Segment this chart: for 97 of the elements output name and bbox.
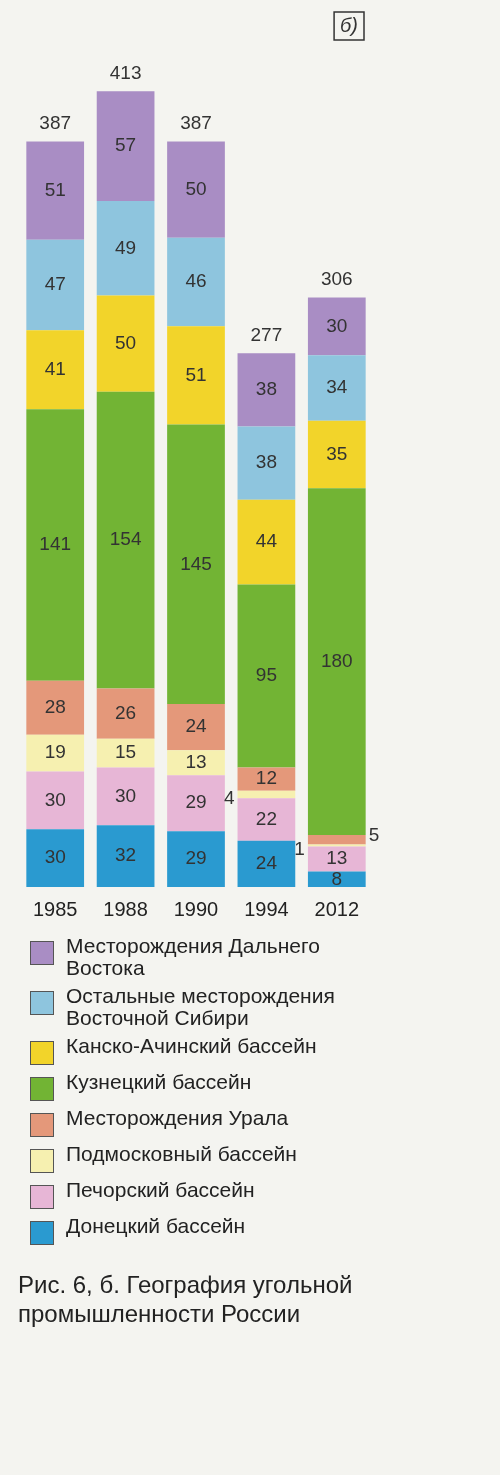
data-label: 12 xyxy=(255,767,277,789)
data-label: 26 xyxy=(115,701,137,723)
legend-label: Месторождения Дальнего Востока xyxy=(66,934,321,980)
data-label: 154 xyxy=(109,528,142,550)
bar xyxy=(26,409,85,681)
data-label: 38 xyxy=(255,451,277,473)
bar xyxy=(26,734,85,772)
legend-label: Подмосковный бассейн xyxy=(66,1142,297,1166)
data-label: 30 xyxy=(326,314,348,336)
bar xyxy=(307,420,366,489)
data-label: 4 xyxy=(223,786,235,808)
data-label: 35 xyxy=(326,442,348,464)
data-label: 30 xyxy=(44,788,66,810)
data-label: 32 xyxy=(115,844,137,866)
total-label: 387 xyxy=(180,111,212,133)
data-label: 51 xyxy=(185,363,207,385)
bar xyxy=(307,834,366,845)
data-label: 13 xyxy=(326,847,348,869)
bar xyxy=(96,295,155,392)
data-label: 49 xyxy=(115,236,137,258)
bar xyxy=(26,771,85,830)
bar xyxy=(237,584,296,768)
bar xyxy=(167,831,225,887)
data-label: 47 xyxy=(44,273,66,295)
bar xyxy=(237,426,296,500)
bar xyxy=(237,840,296,887)
data-label: 15 xyxy=(115,741,137,763)
data-label: 24 xyxy=(185,715,207,737)
bar xyxy=(307,355,366,421)
text: б) xyxy=(340,13,358,36)
bar xyxy=(237,790,296,799)
data-label: 8 xyxy=(331,867,343,889)
data-label: 50 xyxy=(185,177,207,199)
bar xyxy=(307,297,366,356)
data-label: 1 xyxy=(294,837,305,859)
bar xyxy=(167,775,225,832)
data-label: 34 xyxy=(326,376,348,398)
legend-label: Остальные месторождения Восточной Сибири xyxy=(66,984,336,1030)
bar xyxy=(307,846,366,872)
bar xyxy=(167,703,225,751)
bar xyxy=(96,201,155,296)
x-tick-label: 1985 xyxy=(32,897,78,920)
data-label: 57 xyxy=(115,134,137,156)
data-label: 50 xyxy=(115,331,137,353)
legend-label: Донецкий бассейн xyxy=(66,1214,246,1238)
bar xyxy=(167,237,225,327)
x-tick-label: 1994 xyxy=(244,897,289,920)
total-label: 277 xyxy=(250,323,283,345)
bar xyxy=(167,750,225,776)
bar xyxy=(26,829,85,887)
data-label: 28 xyxy=(44,696,66,718)
data-label: 24 xyxy=(255,852,278,874)
bar xyxy=(26,330,85,410)
legend-label: Кузнецкий бассейн xyxy=(66,1070,252,1094)
data-label: 29 xyxy=(185,847,207,869)
data-label: 145 xyxy=(180,552,212,574)
data-label: 51 xyxy=(44,178,66,200)
total-label: 387 xyxy=(39,111,72,133)
data-label: 30 xyxy=(115,784,137,806)
data-label: 95 xyxy=(255,664,277,686)
data-label: 22 xyxy=(255,807,277,829)
bar xyxy=(96,91,155,202)
data-label: 46 xyxy=(185,270,207,292)
bar xyxy=(96,767,155,826)
data-label: 19 xyxy=(44,741,66,763)
data-label: 44 xyxy=(255,530,278,552)
bar xyxy=(96,738,155,768)
total-label: 306 xyxy=(320,267,353,289)
data-label: 141 xyxy=(39,533,72,555)
data-label: 5 xyxy=(368,824,380,846)
bar xyxy=(237,353,296,427)
text: Рис. 6, б. География угольной промышленности России xyxy=(18,1271,354,1329)
bar xyxy=(96,825,155,887)
data-label: 38 xyxy=(255,378,277,400)
bar xyxy=(307,488,366,835)
legend-label: Канско-Ачинский бассейн xyxy=(66,1034,317,1058)
bar xyxy=(96,391,155,689)
bar xyxy=(167,141,225,238)
bar xyxy=(96,688,155,739)
x-tick-label: 1988 xyxy=(103,897,148,920)
bar xyxy=(237,798,296,841)
bar xyxy=(26,680,85,735)
data-label: 41 xyxy=(44,357,66,379)
bar xyxy=(26,239,85,331)
x-tick-label: 1990 xyxy=(173,897,219,920)
legend-label: Печорский бассейн xyxy=(66,1178,255,1202)
legend-label: Месторождения Урала xyxy=(66,1106,289,1130)
x-tick-label: 2012 xyxy=(314,897,360,920)
data-label: 180 xyxy=(320,649,353,671)
bar xyxy=(237,499,296,585)
data-label: 30 xyxy=(44,846,66,868)
data-label: 13 xyxy=(185,750,207,772)
bar xyxy=(26,141,85,240)
bar xyxy=(167,424,225,704)
total-label: 413 xyxy=(109,61,142,83)
data-label: 29 xyxy=(185,791,207,813)
bar xyxy=(167,326,225,425)
